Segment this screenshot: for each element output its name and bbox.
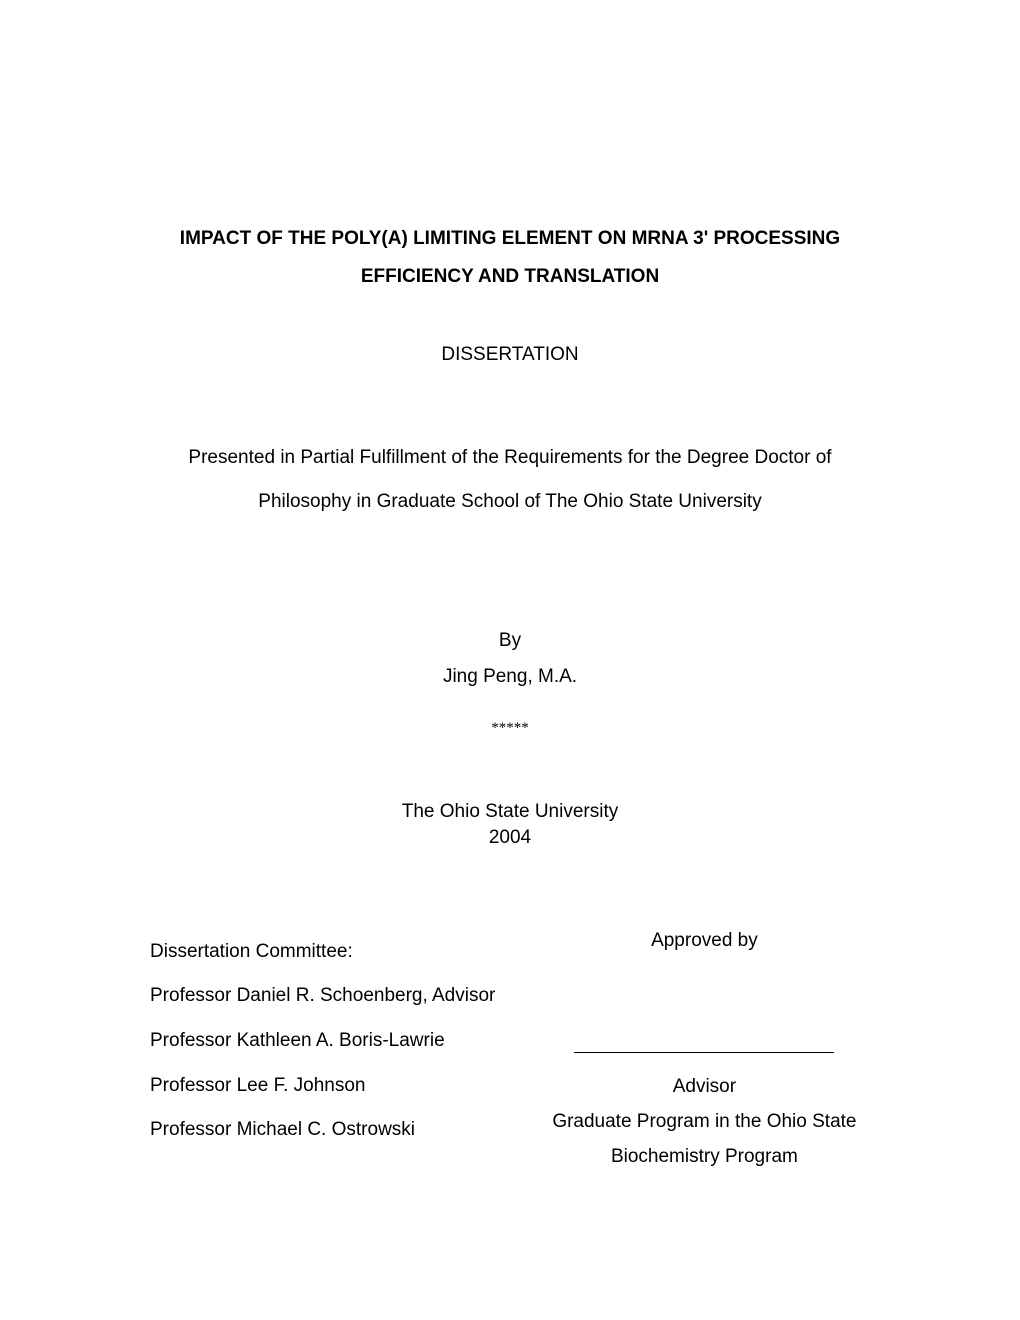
signature-line	[574, 1052, 834, 1053]
by-label: By	[150, 623, 870, 659]
dissertation-title: IMPACT OF THE POLY(A) LIMITING ELEMENT O…	[150, 220, 870, 296]
committee-heading: Dissertation Committee:	[150, 930, 539, 975]
year: 2004	[150, 825, 870, 852]
committee-member: Professor Lee F. Johnson	[150, 1064, 539, 1109]
program-line-2: Biochemistry Program	[539, 1139, 870, 1174]
author-name: Jing Peng, M.A.	[150, 659, 870, 695]
separator-asterisks: *****	[150, 720, 870, 737]
author-block: By Jing Peng, M.A.	[150, 623, 870, 695]
advisor-label: Advisor	[539, 1069, 870, 1104]
university-name: The Ohio State University	[150, 799, 870, 826]
committee-member: Professor Michael C. Ostrowski	[150, 1108, 539, 1153]
document-type-label: DISSERTATION	[150, 344, 870, 366]
fulfillment-statement: Presented in Partial Fulfillment of the …	[150, 436, 870, 523]
committee-member: Professor Daniel R. Schoenberg, Advisor	[150, 974, 539, 1019]
approved-by-label: Approved by	[539, 930, 870, 952]
approval-block: Approved by Advisor Graduate Program in …	[539, 930, 870, 1174]
bottom-section: Dissertation Committee: Professor Daniel…	[150, 930, 870, 1174]
university-year-block: The Ohio State University 2004	[150, 799, 870, 852]
committee-member: Professor Kathleen A. Boris-Lawrie	[150, 1019, 539, 1064]
committee-block: Dissertation Committee: Professor Daniel…	[150, 930, 539, 1153]
advisor-info: Advisor Graduate Program in the Ohio Sta…	[539, 1069, 870, 1174]
program-line-1: Graduate Program in the Ohio State	[539, 1104, 870, 1139]
